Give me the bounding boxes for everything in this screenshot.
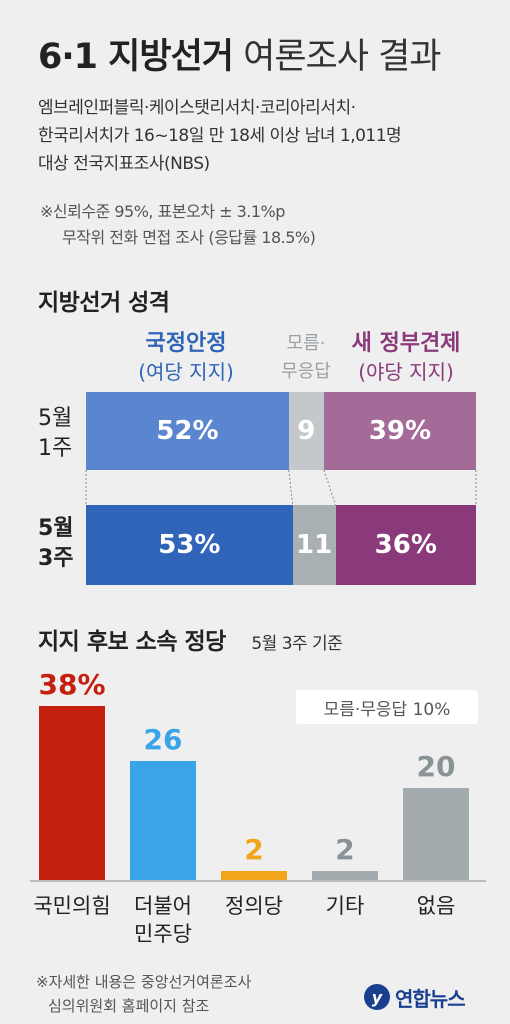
party-value-3: 2 (335, 832, 355, 866)
title-bold: 6·1 지방선거 (38, 37, 234, 77)
party-category-0: 국민의힘 (33, 894, 111, 918)
legend-check: 새 정부견제 (야당 지지) (336, 330, 476, 386)
party-category-4: 없음 (416, 894, 456, 918)
party-category-3: 기타 (325, 894, 365, 918)
baseline (30, 880, 486, 882)
method-note-1: ※신뢰수준 95%, 표본오차 ± 3.1%p (40, 202, 285, 221)
stack-seg-r0-s1: 9 (288, 392, 324, 470)
yonhap-logo-mark: y (364, 984, 390, 1010)
row-label-may3-line1: 5월 (38, 516, 74, 541)
legend-stability-line2: (여당 지지) (138, 360, 234, 384)
party-value-2: 2 (244, 832, 264, 866)
party-value-0: 38% (38, 668, 106, 701)
party-category-2: 정의당 (225, 894, 283, 918)
legend-stability: 국정안정 (여당 지지) (86, 330, 286, 386)
chart2-subtitle: 5월 3주 기준 (251, 634, 343, 654)
row-label-may3-line2: 3주 (38, 546, 74, 571)
legend-check-line2: (야당 지지) (358, 360, 454, 384)
footnote: ※자세한 내용은 중앙선거여론조사 심의위원회 홈페이지 참조 (36, 970, 251, 1018)
party-value-4: 20 (416, 750, 456, 784)
yonhap-logo: y 연합뉴스 (364, 983, 466, 1011)
party-bar-4 (403, 788, 469, 880)
party-value-1: 26 (143, 722, 183, 756)
stack-seg-r0-s2: 39% (323, 392, 476, 470)
stack-seg-r0-s0: 52% (86, 392, 289, 470)
row-label-may3: 5월 3주 (38, 514, 74, 574)
yonhap-logo-text: 연합뉴스 (395, 986, 466, 1011)
row-label-may1-line2: 1주 (38, 436, 73, 461)
legend-check-line1: 새 정부견제 (351, 331, 461, 356)
intro-line-2: 한국리서치가 16~18일 만 18세 이상 남녀 1,011명 (38, 126, 402, 146)
intro-line-1: 엠브레인퍼블릭·케이스탯리서치·코리아리서치· (38, 98, 356, 118)
legend-stability-line1: 국정안정 (145, 331, 227, 356)
stack-seg-r1-s2: 36% (335, 505, 476, 585)
row-label-may1-line1: 5월 (38, 406, 73, 431)
method-note-2: 무작위 전화 면접 조사 (응답률 18.5%) (62, 228, 316, 247)
unknown-annotation: 모름·무응답 10% (296, 690, 478, 724)
party-bar-0 (39, 706, 105, 880)
stack-seg-r1-s1: 11 (292, 505, 336, 585)
row-label-may1: 5월 1주 (38, 404, 72, 464)
intro-line-3: 대상 전국지표조사(NBS) (38, 154, 210, 174)
footnote-line-1: ※자세한 내용은 중앙선거여론조사 (36, 973, 252, 991)
chart2-title-text: 지지 후보 소속 정당 (38, 629, 226, 655)
party-bar-2 (221, 870, 287, 880)
legend-unknown-line1: 모름· (286, 333, 326, 354)
party-category-1: 더불어 민주당 (134, 894, 192, 946)
footnote-line-2: 심의위원회 홈페이지 참조 (48, 997, 210, 1015)
page-title: 6·1 지방선거 여론조사 결과 (38, 28, 441, 79)
title-light: 여론조사 결과 (243, 37, 441, 77)
connector-2 (323, 469, 337, 506)
chart2-title: 지지 후보 소속 정당 5월 3주 기준 (38, 622, 343, 656)
chart1-title: 지방선거 성격 (38, 290, 170, 316)
connector-1 (288, 469, 294, 506)
legend-unknown-line2: 무응답 (281, 361, 331, 382)
party-bar-3 (312, 870, 378, 880)
stack-seg-r1-s0: 53% (86, 505, 293, 585)
legend-unknown: 모름· 무응답 (266, 330, 346, 386)
party-bar-1 (130, 760, 196, 880)
